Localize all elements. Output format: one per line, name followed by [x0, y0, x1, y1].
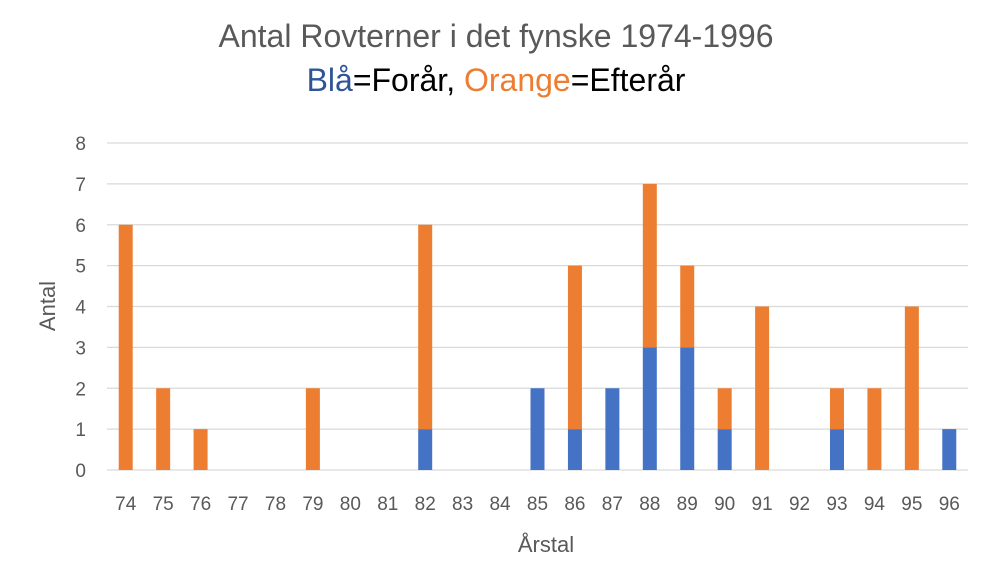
x-tick-label: 91 — [752, 494, 773, 515]
bar-autumn-74 — [118, 224, 133, 470]
bar-spring-86 — [567, 429, 582, 470]
bar-autumn-95 — [904, 306, 919, 470]
chart-title-block: Antal Rovterner i det fynske 1974-1996 B… — [0, 14, 992, 102]
y-tick-label: 1 — [75, 420, 86, 441]
y-tick-label: 3 — [75, 338, 86, 359]
bar-autumn-90 — [717, 388, 732, 430]
bar-spring-82 — [418, 429, 433, 470]
x-tick-label: 76 — [190, 494, 211, 515]
x-tick-label: 93 — [826, 494, 847, 515]
bar-autumn-94 — [867, 388, 882, 470]
y-tick-label: 0 — [75, 461, 86, 482]
bar-spring-87 — [605, 388, 620, 470]
bar-spring-96 — [942, 429, 957, 470]
bar-spring-85 — [530, 388, 545, 470]
bar-autumn-79 — [305, 388, 320, 470]
x-axis-ticks: 74 75 76 77 78 79 80 81 82 83 84 85 86 87 88 89 90 91 92 93… — [115, 494, 960, 515]
x-tick-label: 92 — [789, 494, 810, 515]
bar-autumn-89 — [680, 265, 695, 348]
x-tick-label: 81 — [377, 494, 398, 515]
bar-spring-88 — [642, 347, 657, 470]
bar-autumn-88 — [642, 183, 657, 348]
x-tick-label: 85 — [527, 494, 548, 515]
x-tick-label: 95 — [901, 494, 922, 515]
bar-autumn-76 — [193, 429, 208, 470]
subtitle-blue-word: Blå — [306, 62, 353, 98]
y-axis-title: Antal — [35, 281, 60, 331]
x-tick-label: 74 — [115, 494, 137, 515]
x-axis-title: Årstal — [518, 532, 574, 557]
subtitle-orange-word: Orange — [463, 62, 571, 98]
x-tick-label: 79 — [302, 494, 323, 515]
x-tick-label: 78 — [265, 494, 286, 515]
x-tick-label: 96 — [939, 494, 960, 515]
y-tick-label: 8 — [75, 134, 86, 155]
x-tick-label: 87 — [602, 494, 623, 515]
x-tick-label: 86 — [564, 494, 585, 515]
y-tick-label: 7 — [75, 175, 86, 196]
bars — [118, 183, 957, 470]
bar-autumn-86 — [567, 265, 582, 430]
x-tick-label: 75 — [153, 494, 174, 515]
x-tick-label: 89 — [677, 494, 698, 515]
y-tick-label: 5 — [75, 257, 86, 278]
subtitle-orange-eq: =Efterår — [570, 62, 686, 98]
x-tick-label: 94 — [864, 494, 886, 515]
bar-spring-93 — [829, 429, 844, 470]
bar-autumn-91 — [755, 306, 770, 470]
y-tick-label: 6 — [75, 216, 86, 237]
y-tick-label: 2 — [75, 379, 86, 400]
chart-title: Antal Rovterner i det fynske 1974-1996 — [218, 18, 774, 54]
x-tick-label: 88 — [639, 494, 660, 515]
bar-autumn-82 — [418, 224, 433, 430]
x-tick-label: 82 — [415, 494, 436, 515]
bar-spring-89 — [680, 347, 695, 470]
y-axis-ticks: 0 1 2 3 4 5 6 7 8 — [75, 134, 86, 482]
bar-autumn-75 — [156, 388, 171, 470]
chart-subtitle: Blå=Forår, Orange=Efterår — [0, 58, 992, 102]
y-tick-label: 4 — [75, 298, 86, 319]
x-tick-label: 84 — [489, 494, 511, 515]
x-tick-label: 77 — [227, 494, 248, 515]
x-tick-label: 83 — [452, 494, 473, 515]
x-tick-label: 90 — [714, 494, 735, 515]
bar-spring-90 — [717, 429, 732, 470]
subtitle-blue-eq: =Forår, — [352, 62, 464, 98]
x-tick-label: 80 — [340, 494, 361, 515]
bar-autumn-93 — [829, 388, 844, 430]
